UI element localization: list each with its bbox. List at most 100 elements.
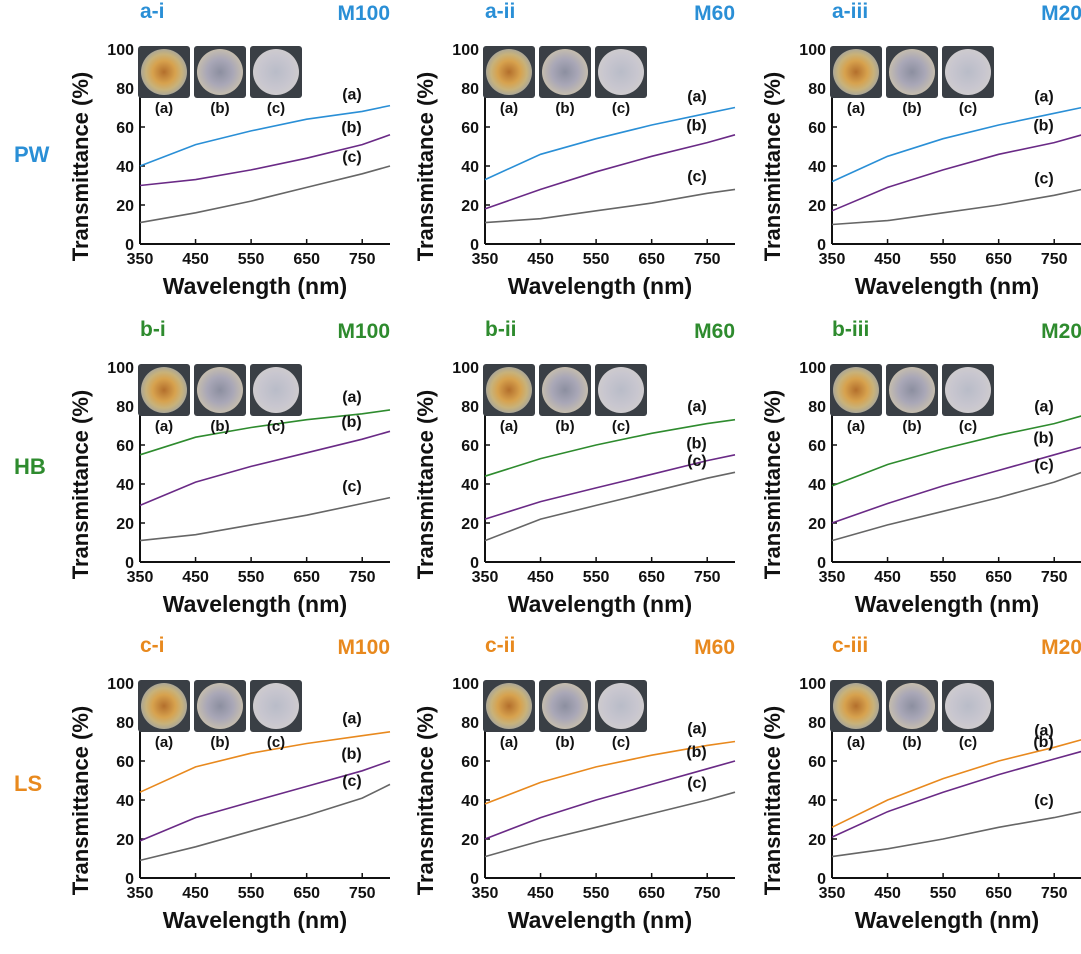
x-tick-label: 350 [127, 885, 154, 902]
sample-photo-caption: (a) [499, 418, 519, 435]
series-line-c [139, 165, 391, 224]
sample-disc [197, 367, 243, 413]
sample-disc [486, 49, 532, 95]
sample-photo-caption: (a) [154, 418, 174, 435]
sample-photo-strip [138, 364, 302, 416]
sample-disc [253, 683, 299, 729]
sample-photo [483, 46, 535, 98]
sample-photo [250, 364, 302, 416]
y-tick-label: 40 [116, 477, 134, 494]
y-tick-label: 60 [116, 438, 134, 455]
y-tick-label: 100 [107, 360, 134, 377]
series-line-c [831, 188, 1081, 226]
sample-photo [595, 680, 647, 732]
y-tick-label: 100 [107, 676, 134, 693]
y-axis-title: Transmittance (%) [68, 706, 93, 896]
x-tick-label: 650 [985, 885, 1012, 902]
chart-panel-b-i: b-i M100 0 20 40 60 80 100 350 450 550 650 750 Wavele… [60, 318, 391, 632]
y-tick-label: 0 [470, 871, 479, 888]
sample-photo-caption: (c) [611, 100, 631, 117]
series-label: (b) [341, 120, 361, 137]
y-axis-title: Transmittance (%) [760, 706, 785, 896]
x-axis-title: Wavelength (nm) [855, 591, 1039, 617]
x-tick-label: 550 [238, 885, 265, 902]
sample-photo-strip [483, 46, 647, 98]
y-tick-label: 20 [808, 198, 826, 215]
x-tick-label: 650 [293, 885, 320, 902]
y-tick-label: 100 [799, 360, 826, 377]
chart-panel-c-ii: c-ii M60 0 20 40 60 80 100 350 450 550 650 750 Wavele… [405, 634, 736, 948]
sample-disc [833, 683, 879, 729]
x-tick-label: 450 [874, 569, 901, 586]
x-tick-label: 550 [930, 885, 957, 902]
y-axis-title: Transmittance (%) [760, 72, 785, 262]
series-line-c [484, 471, 736, 542]
y-tick-label: 0 [817, 237, 826, 254]
x-tick-label: 450 [527, 885, 554, 902]
sample-disc [945, 367, 991, 413]
sample-disc [542, 49, 588, 95]
y-tick-label: 20 [461, 832, 479, 849]
series-label: (a) [1034, 722, 1054, 739]
x-tick-label: 750 [1041, 569, 1068, 586]
sample-photo-caption: (c) [611, 734, 631, 751]
sample-disc [141, 367, 187, 413]
x-tick-label: 450 [527, 569, 554, 586]
y-tick-label: 20 [116, 832, 134, 849]
series-label: (b) [1033, 430, 1053, 447]
series-label: (c) [1034, 457, 1054, 474]
sample-photo-caption: (b) [902, 100, 922, 117]
x-axis-title: Wavelength (nm) [508, 591, 692, 617]
sample-photo-caption: (b) [555, 418, 575, 435]
y-tick-label: 60 [116, 754, 134, 771]
y-tick-label: 60 [808, 754, 826, 771]
series-label: (b) [1033, 734, 1053, 751]
y-tick-label: 40 [116, 793, 134, 810]
sample-photo-caption: (c) [266, 100, 286, 117]
sample-photo-caption: (a) [499, 734, 519, 751]
y-tick-label: 0 [470, 237, 479, 254]
sample-disc [889, 367, 935, 413]
x-axis-title: Wavelength (nm) [163, 591, 347, 617]
series-line-b [139, 760, 391, 842]
panel-title: M20 [1041, 636, 1081, 659]
sample-photo-strip [138, 46, 302, 98]
sample-disc [253, 367, 299, 413]
sample-disc [542, 367, 588, 413]
y-tick-label: 20 [808, 832, 826, 849]
x-tick-label: 750 [694, 569, 721, 586]
x-axis-title: Wavelength (nm) [855, 273, 1039, 299]
y-tick-label: 100 [452, 42, 479, 59]
x-tick-label: 750 [349, 885, 376, 902]
sample-disc [197, 683, 243, 729]
x-tick-label: 550 [930, 569, 957, 586]
panel-id-label: a-i [140, 0, 165, 23]
panel-title: M60 [694, 320, 735, 343]
sample-disc [486, 683, 532, 729]
y-tick-label: 60 [461, 754, 479, 771]
sample-photo [942, 46, 994, 98]
sample-photo [830, 364, 882, 416]
x-tick-label: 650 [638, 251, 665, 268]
series-line-a [139, 731, 391, 793]
series-label: (c) [687, 168, 707, 185]
series-line-c [831, 811, 1081, 858]
sample-photo [138, 364, 190, 416]
sample-photo-caption: (a) [154, 100, 174, 117]
series-line-c [139, 783, 391, 862]
sample-disc [889, 683, 935, 729]
x-tick-label: 750 [1041, 251, 1068, 268]
x-axis-title: Wavelength (nm) [163, 273, 347, 299]
chart-panel-b-iii: b-iii M20 0 20 40 60 80 100 350 450 550 650 750 Wavel… [752, 318, 1081, 632]
series-line-a [484, 106, 736, 181]
x-tick-label: 450 [182, 885, 209, 902]
x-tick-label: 350 [472, 251, 499, 268]
series-line-b [139, 134, 391, 187]
series-label: (a) [687, 88, 707, 105]
row-label-hb: HB [14, 454, 46, 479]
y-tick-label: 80 [808, 715, 826, 732]
x-tick-label: 650 [985, 251, 1012, 268]
series-label: (a) [342, 389, 362, 406]
sample-disc [833, 49, 879, 95]
sample-photo [942, 364, 994, 416]
